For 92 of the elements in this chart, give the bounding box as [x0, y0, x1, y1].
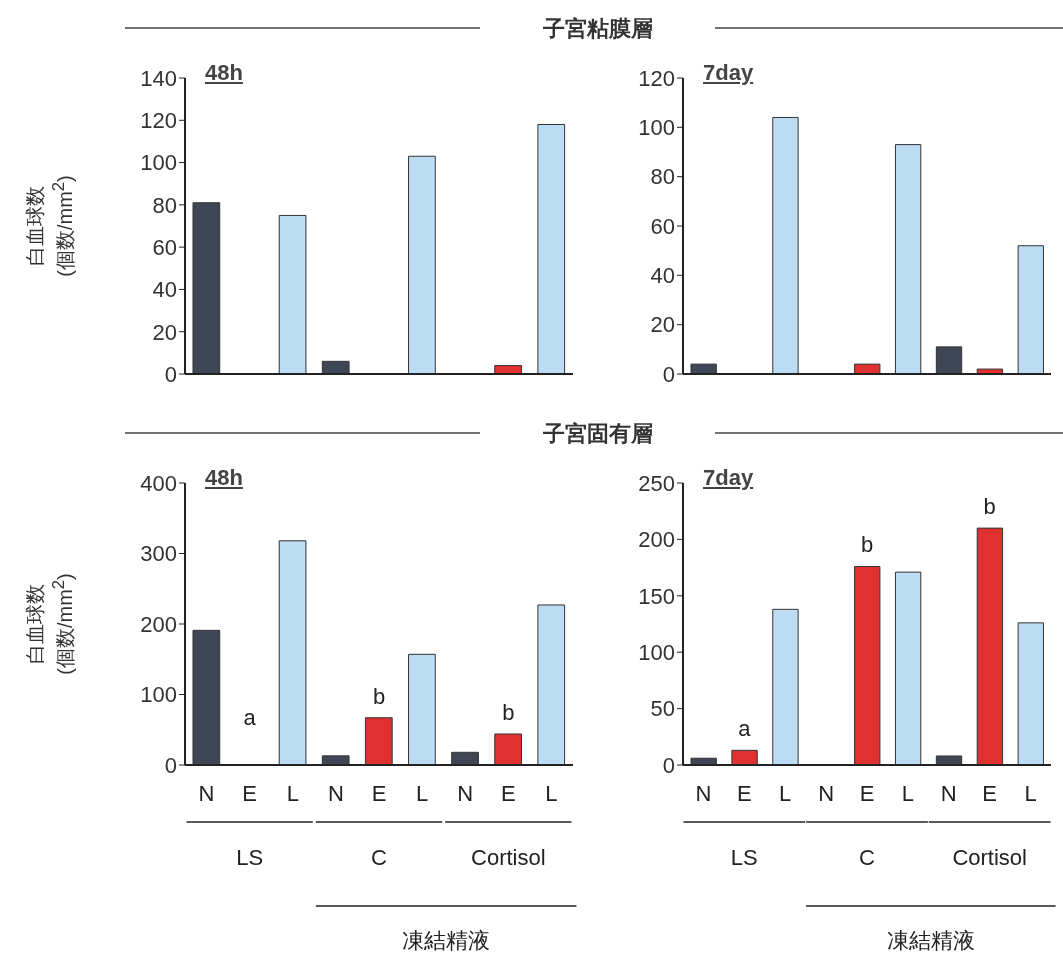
y-tick-label: 100 [140, 682, 177, 708]
x-tick-label: N [327, 780, 344, 806]
y-tick-label: 0 [164, 752, 177, 778]
bar [192, 202, 221, 374]
data-label: b [860, 532, 874, 558]
x-tick-label: L [901, 780, 915, 806]
y-tick-label: 40 [152, 277, 177, 303]
y-tick-label: 60 [650, 213, 675, 239]
bar [731, 749, 758, 765]
bar [408, 155, 436, 374]
y-tick-label: 0 [662, 752, 675, 778]
x-tick-label: N [695, 780, 712, 806]
text: 凍結精液 [402, 928, 491, 953]
y-tick-label: 300 [140, 541, 177, 567]
text: LS [236, 845, 264, 870]
bar [494, 733, 523, 765]
y-tick-label: 200 [638, 527, 675, 553]
bar [772, 116, 799, 374]
x-tick-label: N [457, 780, 474, 806]
bar [1017, 245, 1044, 374]
x-tick-label: N [818, 780, 835, 806]
y-tick-label: 50 [650, 696, 675, 722]
y-tick-label: 120 [140, 108, 177, 134]
chart-subtitle: 7day [703, 465, 754, 491]
bar [494, 365, 523, 374]
y-tick-label: 80 [650, 164, 675, 190]
bar [690, 363, 717, 374]
chart-title: 子宮固有層 [541, 420, 654, 448]
bar [894, 571, 922, 765]
x-tick-label: N [198, 780, 215, 806]
data-label: a [243, 705, 257, 730]
bar [935, 755, 963, 765]
y-tick-label: 250 [638, 470, 675, 496]
y-tick-label: 0 [662, 361, 675, 387]
x-tick-label: L [415, 780, 429, 806]
y-tick-label: 120 [638, 65, 675, 91]
x-tick-label: L [1024, 780, 1037, 806]
bar [192, 629, 221, 765]
y-tick-label: 200 [140, 611, 177, 637]
bar [278, 540, 307, 765]
bar [854, 363, 881, 374]
text: Cortisol [952, 845, 1027, 870]
chart-title: 子宮粘膜層 [541, 15, 654, 43]
bar [451, 751, 479, 765]
x-tick-label: E [736, 780, 752, 806]
x-tick-label: L [779, 780, 792, 806]
bar [854, 565, 881, 765]
bar [772, 608, 799, 765]
bar [408, 653, 436, 765]
data-label: b [502, 699, 515, 725]
y-tick-label: 100 [140, 150, 177, 176]
y-tick-label: 100 [638, 115, 675, 141]
bar [935, 346, 963, 374]
y-tick-label: 140 [140, 65, 177, 91]
x-tick-label: L [286, 780, 299, 806]
chart-subtitle: 48h [205, 60, 243, 86]
y-tick-label: 20 [152, 319, 177, 345]
bar [1017, 622, 1044, 765]
x-tick-label: E [242, 780, 258, 806]
x-tick-label: N [940, 780, 957, 806]
bar [537, 604, 566, 765]
y-tick-label: 20 [650, 312, 675, 338]
y-tick-label: 400 [140, 470, 177, 496]
bar [278, 214, 307, 374]
x-tick-label: L [545, 780, 558, 806]
data-label: b [983, 494, 996, 520]
y-tick-label: 150 [638, 583, 675, 609]
bar [321, 755, 350, 765]
bar [321, 360, 350, 374]
data-label: b [372, 683, 386, 709]
text: Cortisol [471, 845, 546, 870]
bar [537, 124, 566, 374]
bar [894, 144, 922, 374]
chart-subtitle: 48h [205, 465, 243, 491]
y-tick-label: 80 [152, 192, 177, 218]
text: 凍結精液 [886, 928, 975, 953]
chart-subtitle: 7day [703, 60, 754, 86]
y-tick-label: 60 [152, 234, 177, 260]
text: LS [730, 845, 758, 870]
x-tick-label: E [859, 780, 875, 806]
bar [976, 368, 1004, 374]
x-tick-label: E [500, 780, 516, 806]
data-label: a [738, 716, 752, 742]
x-tick-label: E [371, 780, 387, 806]
y-tick-label: 100 [638, 640, 675, 666]
text: C [371, 845, 388, 870]
y-tick-label: 40 [650, 263, 675, 289]
text: C [859, 845, 876, 870]
bar [364, 717, 393, 765]
y-tick-label: 0 [164, 361, 177, 387]
bar [976, 527, 1004, 765]
x-tick-label: E [982, 780, 998, 806]
